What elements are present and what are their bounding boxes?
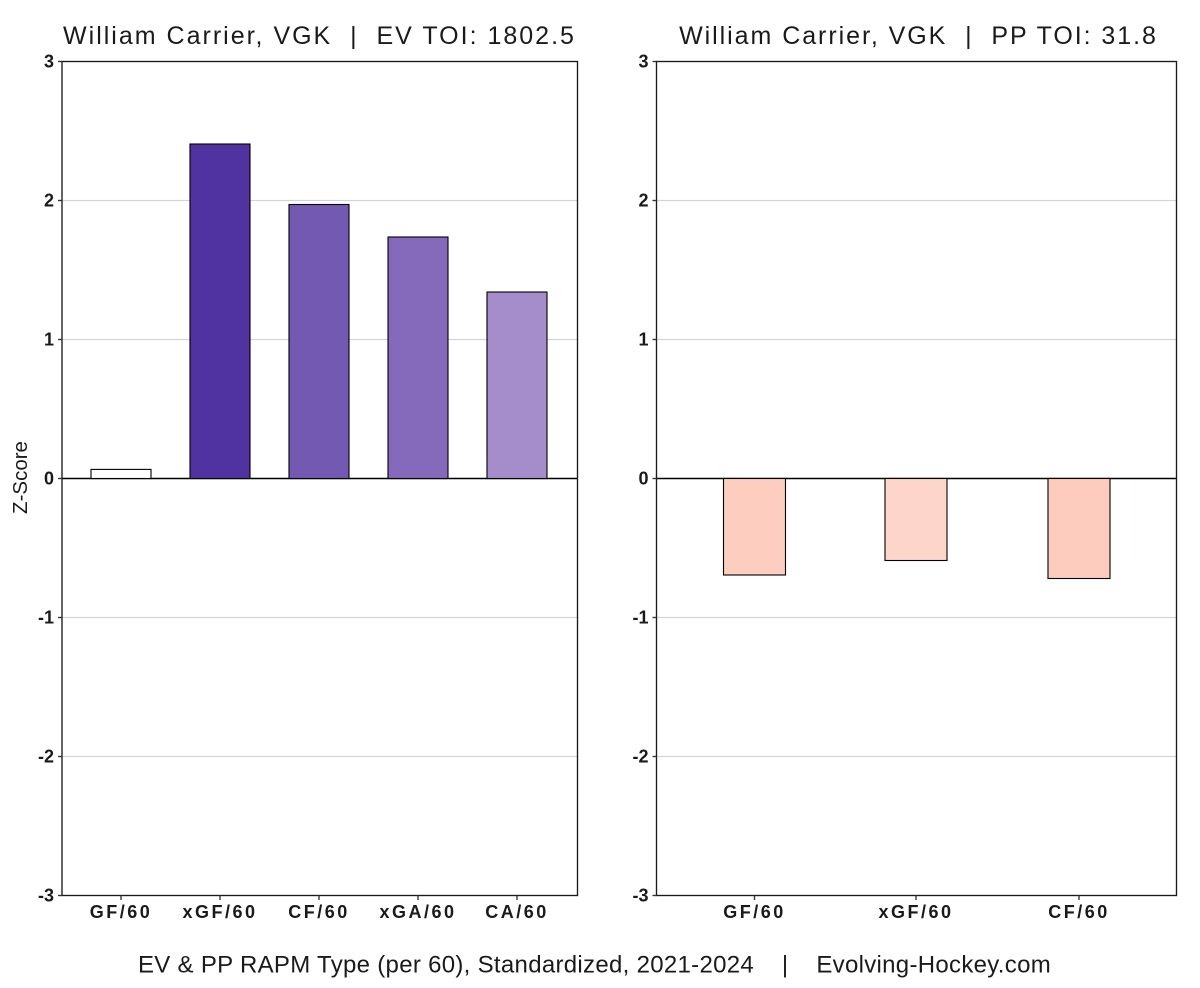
svg-text:GF/60: GF/60 <box>90 902 153 922</box>
svg-text:-2: -2 <box>632 747 648 767</box>
svg-text:2: 2 <box>638 191 648 211</box>
svg-text:xGF/60: xGF/60 <box>878 902 953 922</box>
svg-text:CA/60: CA/60 <box>485 902 549 922</box>
svg-text:-3: -3 <box>38 886 54 906</box>
svg-text:0: 0 <box>638 469 648 489</box>
svg-text:-1: -1 <box>632 608 648 628</box>
svg-text:GF/60: GF/60 <box>723 902 786 922</box>
svg-text:2: 2 <box>44 191 54 211</box>
svg-text:1: 1 <box>44 330 54 350</box>
svg-text:3: 3 <box>44 52 54 72</box>
svg-text:CF/60: CF/60 <box>288 902 350 922</box>
svg-text:EV & PP RAPM Type (per 60), St: EV & PP RAPM Type (per 60), Standardized… <box>138 952 1051 979</box>
svg-text:William Carrier, VGK | PP TO: William Carrier, VGK | PP TOI: 31.8 <box>679 22 1158 50</box>
svg-text:xGF/60: xGF/60 <box>182 902 257 922</box>
svg-text:1: 1 <box>638 330 648 350</box>
svg-text:xGA/60: xGA/60 <box>379 902 456 922</box>
svg-text:-2: -2 <box>38 747 54 767</box>
svg-text:3: 3 <box>638 52 648 72</box>
svg-text:0: 0 <box>44 469 54 489</box>
svg-text:-3: -3 <box>632 886 648 906</box>
svg-text:CF/60: CF/60 <box>1048 902 1110 922</box>
svg-text:Z-Score: Z-Score <box>9 441 32 514</box>
svg-text:-1: -1 <box>38 608 54 628</box>
svg-text:William Carrier, VGK | EV TO: William Carrier, VGK | EV TOI: 1802.5 <box>63 22 576 50</box>
